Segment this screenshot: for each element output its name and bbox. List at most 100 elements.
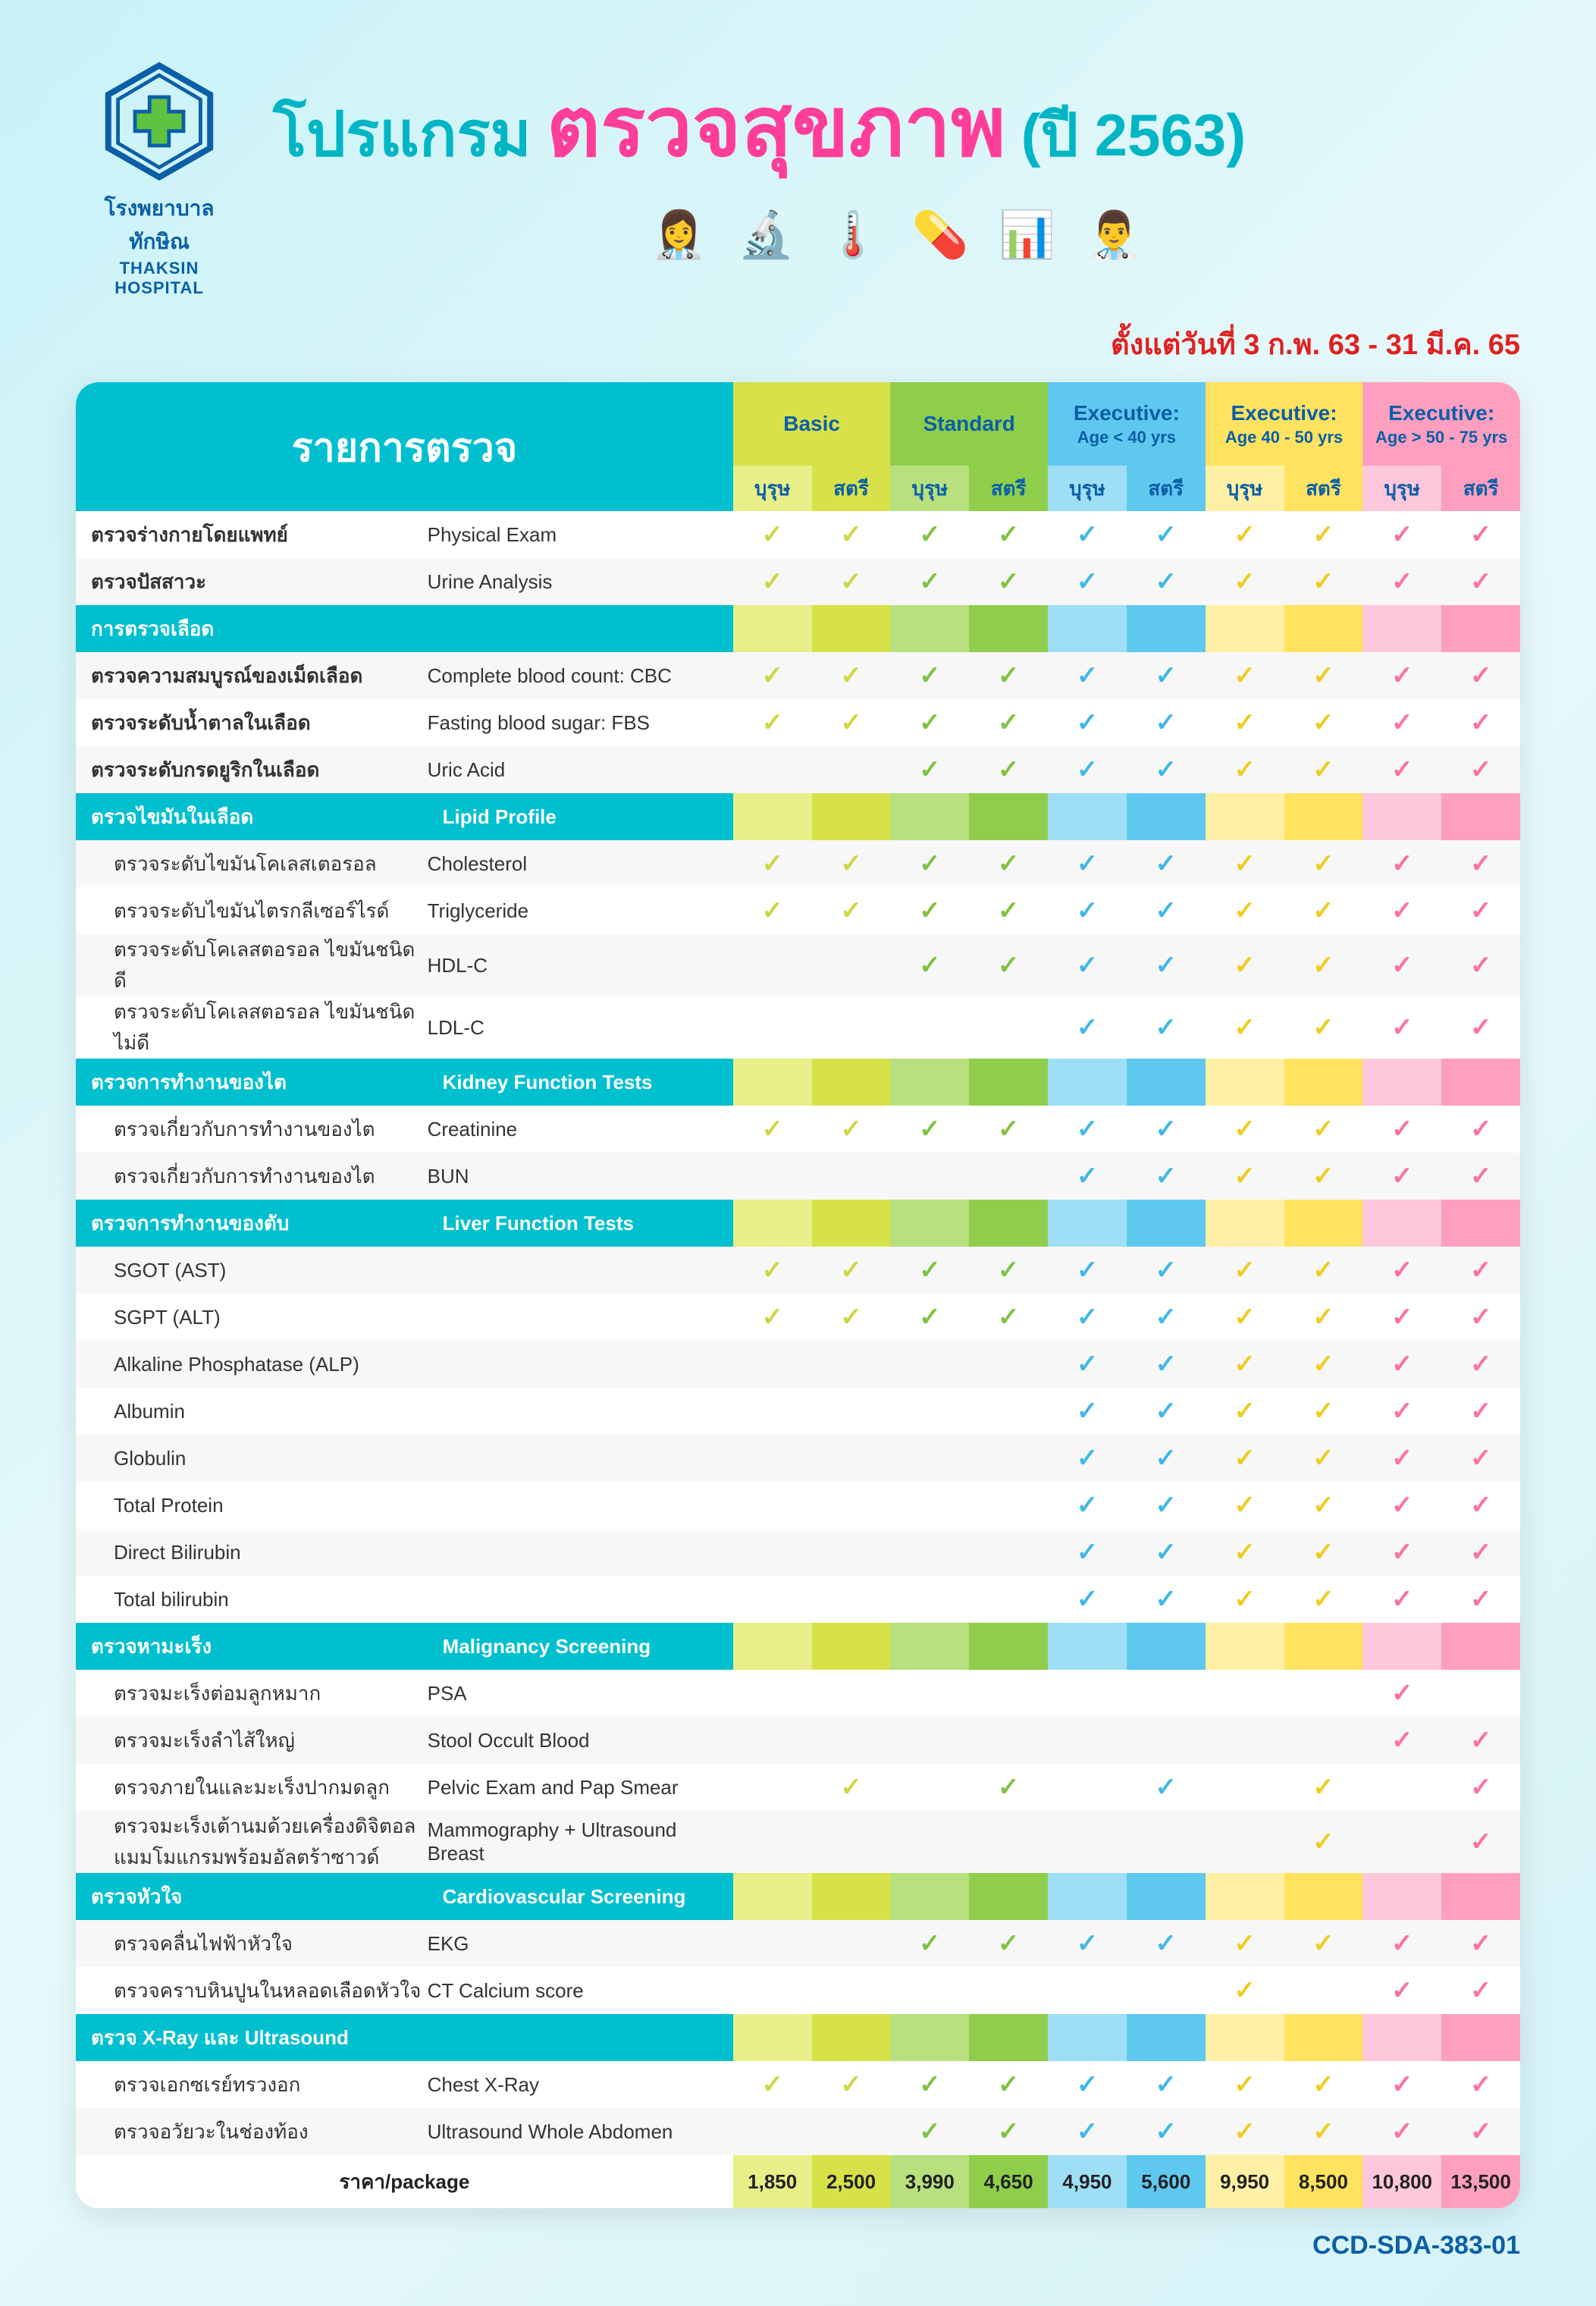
price-row: ราคา/package1,8502,5003,9904,6504,9505,6… (76, 2155, 1520, 2208)
item-th: SGPT (ALT) (76, 1294, 428, 1341)
item-en: Uric Acid (428, 746, 733, 793)
check-cell: ✓ (1362, 699, 1441, 746)
check-cell: ✓ (1441, 840, 1520, 887)
check-cell: ✓ (812, 558, 891, 605)
check-cell: ✓ (1048, 1920, 1127, 1967)
check-cell: ✓ (733, 511, 812, 558)
item-row: ตรวจระดับไขมันโคเลสเตอรอลCholesterol✓✓✓✓… (76, 840, 1520, 887)
check-cell: ✓ (812, 1294, 891, 1341)
check-cell: ✓ (1441, 746, 1520, 793)
check-cell: ✓ (890, 2108, 969, 2155)
item-en (428, 1576, 733, 1623)
check-cell: ✓ (1441, 652, 1520, 699)
item-row: ตรวจความสมบูรณ์ของเม็ดเลือดComplete bloo… (76, 652, 1520, 699)
check-cell: ✓ (1127, 699, 1206, 746)
check-cell: ✓ (969, 2108, 1048, 2155)
section-en (428, 605, 733, 652)
check-cell: ✓ (1048, 1388, 1127, 1435)
check-cell: ✓ (969, 1920, 1048, 1967)
item-en: Physical Exam (428, 511, 733, 558)
item-en: Fasting blood sugar: FBS (428, 699, 733, 746)
check-cell: ✓ (1206, 1153, 1284, 1200)
check-cell (1127, 1967, 1206, 2014)
check-cell: ✓ (1048, 652, 1127, 699)
item-row: ตรวจปัสสาวะUrine Analysis✓✓✓✓✓✓✓✓✓✓ (76, 558, 1520, 605)
check-cell: ✓ (812, 699, 891, 746)
check-cell: ✓ (890, 511, 969, 558)
item-row: ตรวจร่างกายโดยแพทย์Physical Exam✓✓✓✓✓✓✓✓… (76, 511, 1520, 558)
check-cell (890, 1811, 969, 1873)
check-cell (812, 2108, 891, 2155)
item-row: ตรวจมะเร็งลำไส้ใหญ่Stool Occult Blood✓✓ (76, 1717, 1520, 1764)
check-cell: ✓ (1284, 1576, 1363, 1623)
check-cell: ✓ (1284, 1106, 1363, 1153)
check-cell (890, 1529, 969, 1576)
item-row: Direct Bilirubin✓✓✓✓✓✓ (76, 1529, 1520, 1576)
check-cell: ✓ (1362, 840, 1441, 887)
check-cell: ✓ (890, 699, 969, 746)
check-cell (890, 1435, 969, 1482)
check-cell: ✓ (1127, 1388, 1206, 1435)
check-cell (812, 1920, 891, 1967)
item-row: Alkaline Phosphatase (ALP)✓✓✓✓✓✓ (76, 1341, 1520, 1388)
gender-m-3: บุรุษ (1206, 466, 1284, 511)
check-cell (812, 1811, 891, 1873)
check-cell: ✓ (1441, 1967, 1520, 2014)
check-cell: ✓ (1284, 1435, 1363, 1482)
check-cell: ✓ (1362, 1670, 1441, 1717)
check-cell: ✓ (1441, 1106, 1520, 1153)
check-cell: ✓ (969, 1247, 1048, 1294)
check-cell: ✓ (1127, 1482, 1206, 1529)
check-cell: ✓ (1127, 746, 1206, 793)
price-m-1: 3,990 (890, 2155, 969, 2208)
check-cell: ✓ (812, 2061, 891, 2108)
check-cell: ✓ (1284, 1764, 1363, 1811)
pkg-header-1: Standard (890, 382, 1048, 466)
item-th: ตรวจระดับไขมันไตรกลีเซอร์ไรด์ (76, 887, 428, 934)
header: โรงพยาบาลทักษิณ THAKSIN HOSPITAL โปรแกรม… (76, 61, 1520, 298)
section-row: ตรวจการทำงานของไตKidney Function Tests (76, 1059, 1520, 1106)
check-cell (812, 1482, 891, 1529)
check-cell: ✓ (1441, 1920, 1520, 1967)
check-cell (812, 1341, 891, 1388)
check-cell: ✓ (1284, 511, 1363, 558)
item-row: ตรวจคลื่นไฟฟ้าหัวใจEKG✓✓✓✓✓✓✓✓ (76, 1920, 1520, 1967)
item-en: CT Calcium score (428, 1967, 733, 2014)
check-cell: ✓ (1127, 934, 1206, 996)
check-cell: ✓ (890, 652, 969, 699)
item-en: PSA (428, 1670, 733, 1717)
check-cell: ✓ (1362, 934, 1441, 996)
pills-icon: 💊 (912, 208, 969, 262)
check-cell (1048, 1670, 1127, 1717)
check-cell: ✓ (812, 1764, 891, 1811)
check-cell: ✓ (1284, 558, 1363, 605)
item-en: EKG (428, 1920, 733, 1967)
check-cell: ✓ (1206, 1576, 1284, 1623)
check-cell: ✓ (1048, 934, 1127, 996)
logo-text-th: โรงพยาบาลทักษิณ (76, 192, 243, 259)
check-cell (1127, 1717, 1206, 1764)
check-cell: ✓ (969, 746, 1048, 793)
price-f-4: 13,500 (1441, 2155, 1520, 2208)
check-cell (733, 1388, 812, 1435)
check-cell: ✓ (1048, 1435, 1127, 1482)
check-cell: ✓ (1127, 558, 1206, 605)
item-en: Creatinine (428, 1106, 733, 1153)
item-row: ตรวจภายในและมะเร็งปากมดลูกPelvic Exam an… (76, 1764, 1520, 1811)
check-cell: ✓ (1362, 1153, 1441, 1200)
section-th: ตรวจการทำงานของไต (76, 1059, 428, 1106)
doctor-icon: 👨‍⚕️ (1086, 208, 1143, 262)
check-cell: ✓ (1362, 511, 1441, 558)
check-cell: ✓ (1362, 2108, 1441, 2155)
check-cell: ✓ (1441, 558, 1520, 605)
header-label: รายการตรวจ (76, 382, 733, 511)
check-cell (969, 1153, 1048, 1200)
check-cell: ✓ (1127, 2061, 1206, 2108)
check-cell: ✓ (1206, 652, 1284, 699)
check-cell: ✓ (1284, 934, 1363, 996)
item-row: ตรวจคราบหินปูนในหลอดเลือดหัวใจCT Calcium… (76, 1967, 1520, 2014)
section-en (428, 2014, 733, 2061)
item-th: ตรวจคลื่นไฟฟ้าหัวใจ (76, 1920, 428, 1967)
check-cell: ✓ (1441, 2108, 1520, 2155)
check-cell (969, 1670, 1048, 1717)
